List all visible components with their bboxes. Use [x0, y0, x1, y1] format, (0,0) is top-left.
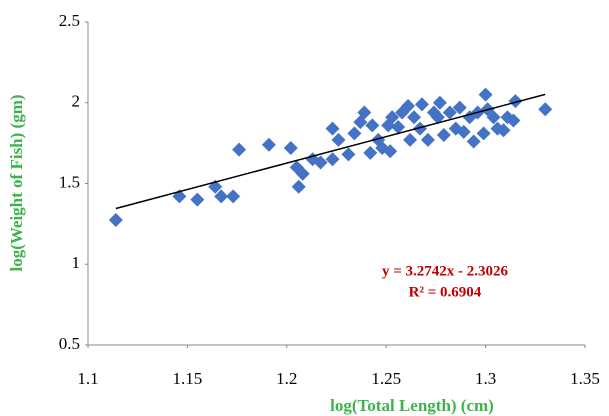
point [508, 94, 523, 109]
point [385, 110, 400, 125]
x-tick-label: 1.3 [475, 369, 496, 388]
r-squared: R² = 0.6904 [409, 284, 482, 300]
point [436, 128, 451, 143]
y-axis-label: log(Weight of Fish) (gm) [7, 94, 26, 271]
point [506, 113, 521, 128]
y-tick-label: 0.5 [59, 334, 80, 353]
point [295, 166, 310, 181]
point [261, 137, 276, 152]
point [442, 105, 457, 120]
x-tick-label: 1.25 [371, 369, 401, 388]
point [466, 134, 481, 149]
point [391, 119, 406, 134]
point [331, 132, 346, 147]
x-tick-label: 1.2 [276, 369, 297, 388]
y-tick-label: 1.5 [59, 172, 80, 191]
point [430, 110, 445, 125]
x-tick-label: 1.35 [570, 369, 600, 388]
point [486, 110, 501, 125]
point [291, 179, 306, 194]
point [190, 192, 205, 207]
point [401, 98, 416, 113]
point [452, 100, 467, 115]
x-axis-label: log(Total Length) (cm) [330, 396, 494, 415]
point [432, 95, 447, 110]
point [420, 132, 435, 147]
y-tick-label: 2 [72, 92, 81, 111]
point [226, 189, 241, 204]
point [496, 123, 511, 138]
point [232, 142, 247, 157]
trendline [115, 93, 546, 210]
point [214, 189, 229, 204]
point [478, 87, 493, 102]
point [538, 102, 553, 117]
y-tick-label: 2.5 [59, 11, 80, 30]
point [347, 126, 362, 141]
point [403, 132, 418, 147]
point [456, 124, 471, 139]
y-tick-label: 1 [72, 253, 81, 272]
point [414, 97, 429, 112]
point [325, 152, 340, 167]
point [108, 212, 123, 227]
point [283, 140, 298, 155]
point [412, 121, 427, 136]
point [313, 155, 328, 170]
point [500, 110, 515, 125]
point [325, 121, 340, 136]
point [476, 126, 491, 141]
point [363, 145, 378, 160]
point [365, 118, 380, 133]
point [383, 144, 398, 159]
x-tick-label: 1.1 [77, 369, 98, 388]
equation: y = 3.2742x - 2.3026 [382, 263, 509, 279]
point [357, 105, 372, 120]
point [407, 110, 422, 125]
x-tick-label: 1.15 [173, 369, 203, 388]
point [341, 147, 356, 162]
